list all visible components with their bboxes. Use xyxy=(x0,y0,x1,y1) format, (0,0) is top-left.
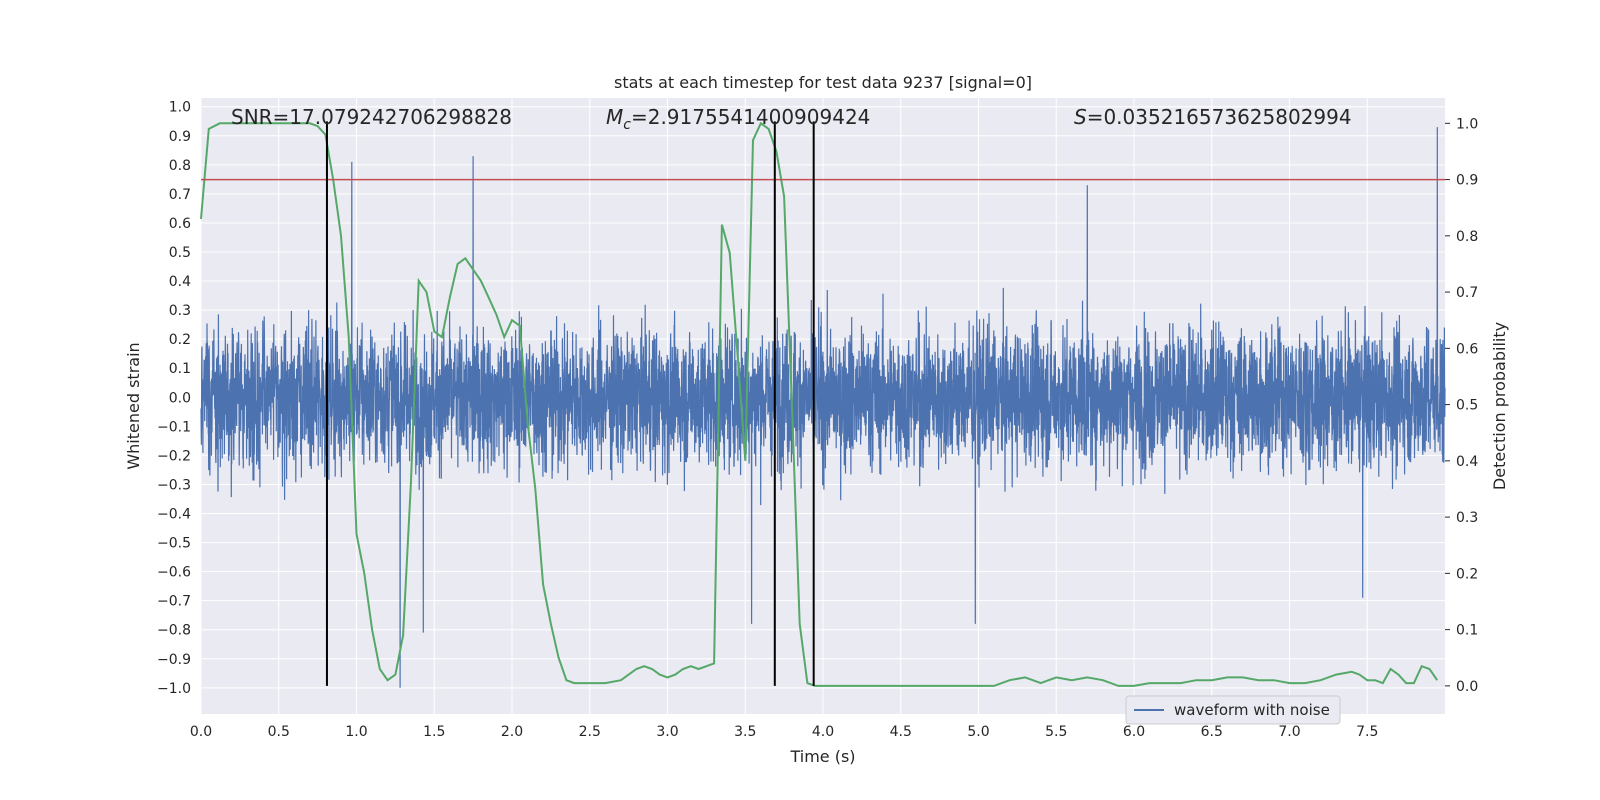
x-tick-label: 1.5 xyxy=(423,724,445,740)
waveform-line xyxy=(200,127,1446,688)
x-tick-label: 2.5 xyxy=(579,724,601,740)
y-right-tick-label: 0.2 xyxy=(1456,566,1478,582)
x-tick-label: 1.0 xyxy=(345,724,367,740)
legend-label: waveform with noise xyxy=(1174,701,1330,719)
y-right-axis-ticks: 1.0 0.9 0.8 0.7 0.6 0.5 0.4 0.3 0.2 0.1 0.0 xyxy=(1445,116,1478,695)
y-right-tick-label: 1.0 xyxy=(1456,116,1478,132)
legend-box xyxy=(1125,695,1341,725)
waveform-series xyxy=(200,127,1446,688)
y-left-tick-label: −0.7 xyxy=(157,594,191,610)
y-right-tick-label: 0.5 xyxy=(1456,398,1478,414)
y-right-tick-label: 0.3 xyxy=(1456,510,1478,526)
x-tick-label: 5.5 xyxy=(1045,724,1067,740)
y-right-tick-label: 0.6 xyxy=(1456,341,1478,357)
y-right-tick-label: 0.8 xyxy=(1456,229,1478,245)
x-tick-label: 6.0 xyxy=(1123,724,1145,740)
y-left-tick-label: −0.6 xyxy=(157,565,191,581)
s-value: =0.035216573625802994 xyxy=(1087,105,1352,129)
y-left-tick-label: −0.8 xyxy=(157,623,191,639)
y-axis-label-left: Whitened strain xyxy=(124,342,143,469)
chart-title: stats at each timestep for test data 923… xyxy=(614,73,1032,92)
s-annotation: S=0.035216573625802994 xyxy=(1074,105,1352,129)
y-right-tick-label: 0.4 xyxy=(1456,454,1478,470)
y-left-tick-label: −1.0 xyxy=(157,681,191,697)
x-tick-label: 4.5 xyxy=(890,724,912,740)
y-right-tick-label: 0.1 xyxy=(1456,623,1478,639)
x-tick-label: 0.5 xyxy=(268,724,290,740)
y-left-tick-label: 0.1 xyxy=(169,361,191,377)
mc-symbol: M xyxy=(606,105,623,129)
y-left-tick-label: −0.4 xyxy=(157,507,191,523)
y-left-tick-label: 0.3 xyxy=(169,303,191,319)
x-tick-label: 6.5 xyxy=(1201,724,1223,740)
chirp-mass-annotation: Mc=2.9175541400909424 xyxy=(606,105,870,133)
y-left-tick-label: −0.9 xyxy=(157,652,191,668)
legend: waveform with noise xyxy=(1125,695,1341,725)
y-left-tick-label: 0.0 xyxy=(169,390,191,406)
x-axis-ticks: 0.0 0.5 1.0 1.5 2.0 2.5 3.0 3.5 4.0 4.5 5.0 5.5 6.0 6… xyxy=(190,724,1379,740)
y-left-tick-label: 0.5 xyxy=(169,245,191,261)
y-left-axis-ticks: 1.0 0.9 0.8 0.7 0.6 0.5 0.4 0.3 0.2 0.1 0.0 −0.1 −0.… xyxy=(157,100,191,697)
x-tick-label: 5.0 xyxy=(967,724,989,740)
probability-series xyxy=(200,121,1439,687)
overlays xyxy=(201,121,1445,686)
x-axis-label: Time (s) xyxy=(789,747,855,766)
y-left-tick-label: 1.0 xyxy=(169,100,191,116)
y-left-tick-label: 0.6 xyxy=(169,216,191,232)
detection-probability-line xyxy=(200,121,1439,687)
x-tick-label: 4.0 xyxy=(812,724,834,740)
y-left-tick-label: 0.7 xyxy=(169,187,191,203)
mc-subscript: c xyxy=(623,117,631,133)
y-left-tick-label: −0.2 xyxy=(157,448,191,464)
y-right-tick-label: 0.7 xyxy=(1456,285,1478,301)
y-right-tick-label: 0.0 xyxy=(1456,679,1478,695)
y-left-tick-label: −0.3 xyxy=(157,477,191,493)
x-tick-label: 0.0 xyxy=(190,724,212,740)
y-left-tick-label: −0.5 xyxy=(157,536,191,552)
y-right-tick-label: 0.9 xyxy=(1456,173,1478,189)
x-tick-label: 7.5 xyxy=(1356,724,1378,740)
y-axis-label-right: Detection probability xyxy=(1490,322,1509,490)
x-tick-label: 3.0 xyxy=(656,724,678,740)
y-left-tick-label: 0.2 xyxy=(169,332,191,348)
x-tick-label: 7.0 xyxy=(1278,724,1300,740)
snr-annotation: SNR=17.079242706298828 xyxy=(231,105,512,129)
mc-value: =2.9175541400909424 xyxy=(631,105,870,129)
y-left-tick-label: 0.9 xyxy=(169,129,191,145)
y-left-tick-label: 0.8 xyxy=(169,158,191,174)
y-left-tick-label: −0.1 xyxy=(157,419,191,435)
s-symbol: S xyxy=(1074,105,1087,129)
x-tick-label: 3.5 xyxy=(734,724,756,740)
y-left-tick-label: 0.4 xyxy=(169,274,191,290)
x-tick-label: 2.0 xyxy=(501,724,523,740)
